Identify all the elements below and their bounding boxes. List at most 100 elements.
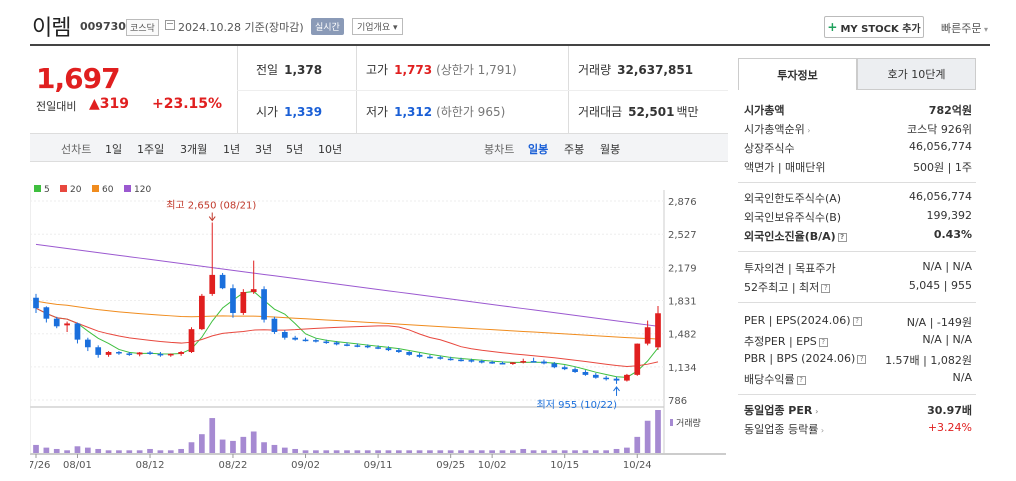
- volume-bar: [551, 450, 558, 453]
- period-1y[interactable]: 1년: [223, 143, 241, 156]
- price-chart[interactable]: 2,876 2,527 2,179 1,831 1,482 1,134 786 5 20 60 12…: [30, 170, 728, 481]
- volume-bar: [520, 448, 527, 453]
- volume-bar: [344, 450, 350, 453]
- change-label: 전일대비: [36, 100, 77, 113]
- volume-bar: [271, 444, 278, 453]
- tab-investment-info[interactable]: 투자정보: [738, 58, 857, 90]
- candle-monthly[interactable]: 월봉: [600, 143, 621, 156]
- volume-bar: [313, 450, 319, 453]
- low-price: 저가 1,312 (하한가 965): [366, 105, 506, 119]
- x-tick-label: 10/24: [623, 460, 652, 471]
- help-icon[interactable]: ?: [796, 375, 806, 385]
- candle-body: [261, 289, 267, 320]
- corp-info-dropdown[interactable]: 기업개요 ▾: [352, 18, 403, 35]
- volume-bar: [592, 450, 599, 453]
- candle-body: [250, 289, 257, 293]
- volume-bar: [230, 440, 236, 453]
- candle-body: [271, 318, 278, 333]
- candle-body: [95, 347, 102, 355]
- candle-body: [520, 361, 527, 363]
- stock-header: 이렘 009730 코스닥 2024.10.28 기준(장마감) 실시간 기업개…: [0, 0, 1016, 44]
- candle-daily[interactable]: 일봉: [528, 143, 549, 156]
- candle-body: [292, 337, 299, 340]
- volume-bar: [64, 450, 70, 453]
- volume-bar: [178, 448, 184, 453]
- volume-bar: [541, 450, 547, 453]
- tab-orderbook[interactable]: 호가 10단계: [857, 58, 976, 90]
- period-1d[interactable]: 1일: [105, 143, 123, 156]
- info-value: 782억원: [928, 104, 972, 117]
- info-value: 199,392: [926, 209, 973, 222]
- info-row: 동일업종 등락률 › +3.24%: [744, 421, 972, 439]
- candle-body: [178, 352, 184, 354]
- candle-body: [478, 361, 485, 363]
- y-tick-label: 1,482: [668, 330, 697, 341]
- period-1w[interactable]: 1주일: [137, 143, 165, 156]
- candle-body: [126, 353, 133, 355]
- help-icon[interactable]: ?: [857, 354, 867, 364]
- trade-amount: 거래대금 52,501 백만: [578, 105, 699, 119]
- legend-label: 120: [134, 185, 151, 195]
- x-tick-label: 08/12: [136, 460, 165, 471]
- low-annotation: 최저 955 (10/22): [537, 399, 618, 411]
- help-icon[interactable]: ?: [837, 232, 847, 242]
- volume-bar: [167, 450, 174, 453]
- candle-body: [499, 362, 506, 365]
- chevron-right-icon[interactable]: ›: [804, 126, 811, 135]
- candle-body: [136, 352, 143, 355]
- change-value: ▲319: [89, 96, 130, 112]
- volume-bar: [561, 450, 568, 453]
- candle-body: [188, 329, 195, 353]
- volume-bar: [613, 448, 620, 453]
- volume-bar: [250, 431, 257, 453]
- candle-body: [489, 362, 495, 364]
- quick-order-dropdown[interactable]: 빠른주문 ▾: [941, 22, 989, 35]
- chart-bg: [30, 170, 728, 454]
- mystock-add-button[interactable]: + MY STOCK 추가: [824, 16, 924, 38]
- period-10y[interactable]: 10년: [318, 143, 343, 156]
- help-icon[interactable]: ?: [852, 316, 862, 326]
- candle-body: [624, 374, 630, 381]
- period-3m[interactable]: 3개월: [180, 143, 208, 156]
- chevron-right-icon[interactable]: ›: [812, 407, 819, 416]
- chevron-right-icon[interactable]: ›: [818, 426, 825, 435]
- volume-bar: [323, 450, 330, 453]
- volume-bar: [603, 450, 610, 453]
- period-3y[interactable]: 3년: [255, 143, 273, 156]
- realtime-button[interactable]: 실시간: [311, 18, 344, 35]
- info-key: 52주최고 | 최저?: [744, 279, 831, 295]
- volume-label: 거래량: [676, 417, 701, 429]
- period-5y[interactable]: 5년: [286, 143, 304, 156]
- volume-bar: [499, 450, 506, 453]
- candle-body: [116, 352, 122, 354]
- volume-bar: [188, 442, 195, 453]
- high-annotation: 최고 2,650 (08/21): [166, 200, 256, 212]
- help-icon[interactable]: ?: [818, 337, 828, 347]
- info-key: 시가총액: [744, 104, 785, 117]
- x-tick-label: 08/01: [63, 460, 92, 471]
- volume-bar: [199, 434, 205, 453]
- info-row: 액면가 | 매매단위 500원 | 1주: [744, 159, 972, 177]
- candle-body: [84, 339, 91, 348]
- volume-bar: [572, 450, 578, 453]
- volume-bar: [634, 436, 641, 453]
- candle-body: [416, 354, 423, 357]
- quote-date: 2024.10.28 기준(장마감): [178, 21, 304, 34]
- candle-body: [572, 369, 578, 373]
- x-tick-label: 08/22: [219, 460, 248, 471]
- candle-body: [613, 378, 620, 381]
- volume-bar: [510, 450, 516, 453]
- info-key: PBR | BPS (2024.06)?: [744, 352, 867, 365]
- y-tick-label: 2,527: [668, 230, 697, 241]
- candle-body: [209, 274, 216, 294]
- info-row: PBR | BPS (2024.06)? 1.57배 | 1,082원: [744, 352, 972, 370]
- candle-weekly[interactable]: 주봉: [564, 143, 585, 156]
- candle-body: [105, 352, 112, 355]
- open-price: 시가 1,339: [256, 105, 323, 119]
- ma-line-20: [35, 307, 659, 367]
- volume-bar: [354, 450, 361, 453]
- volume-bar: [644, 420, 651, 453]
- help-icon[interactable]: ?: [821, 283, 831, 293]
- volume-bar: [84, 447, 91, 453]
- volume-bar: [385, 450, 392, 453]
